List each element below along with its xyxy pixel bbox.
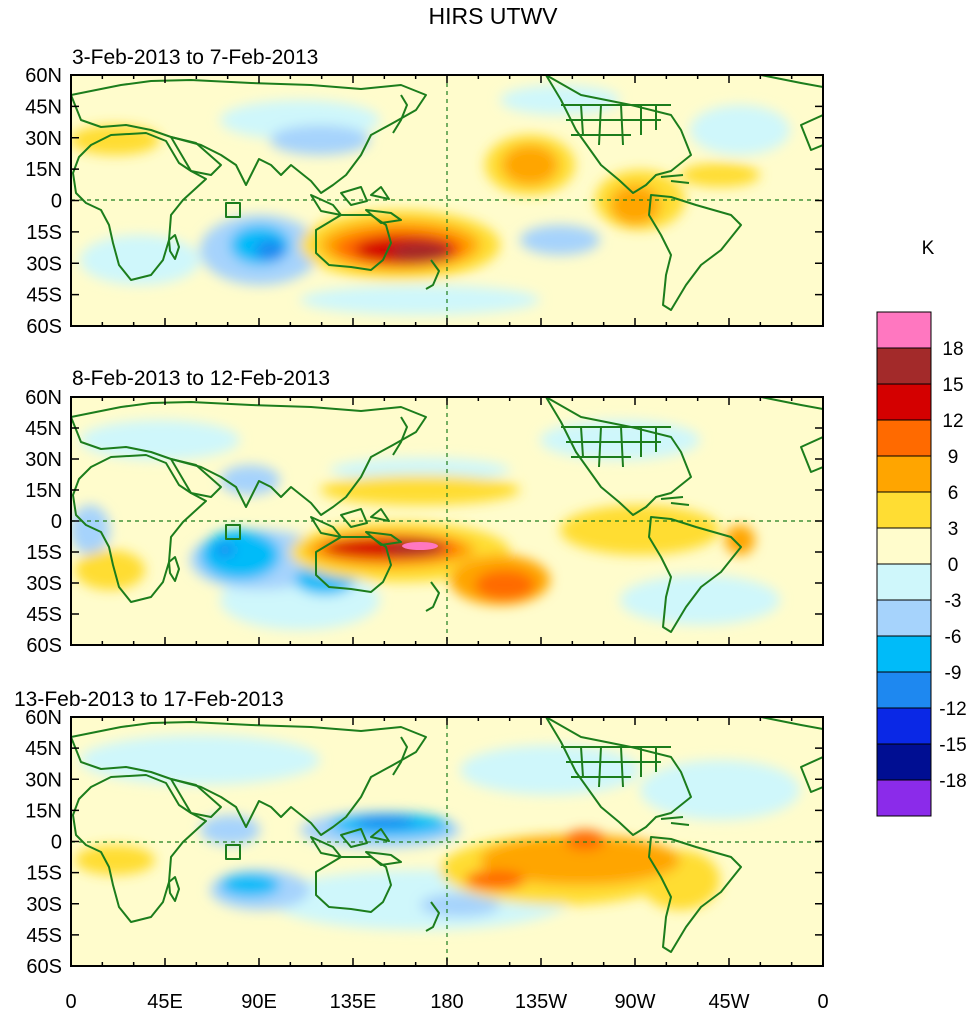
lat-label: 45N bbox=[25, 418, 62, 440]
lon-label: 0 bbox=[817, 991, 828, 1013]
lon-label: 135W bbox=[515, 991, 567, 1013]
colorbar-swatch bbox=[876, 671, 932, 709]
colorbar-swatch bbox=[876, 455, 932, 493]
lat-label: 60S bbox=[26, 635, 62, 657]
colorbar-swatch bbox=[876, 347, 932, 385]
colorbar-label: 9 bbox=[948, 447, 959, 468]
colorbar-swatch bbox=[876, 707, 932, 745]
colorbar-swatch bbox=[876, 599, 932, 637]
panel-3: 13-Feb-2013 to 17-Feb-2013 bbox=[14, 688, 824, 967]
colorbar-swatch bbox=[876, 563, 932, 601]
colorbar-label: 6 bbox=[948, 483, 959, 504]
colorbar-label: 12 bbox=[942, 411, 963, 432]
lon-label: 0 bbox=[65, 991, 76, 1013]
colorbar-swatch bbox=[876, 635, 932, 673]
panel-2-field bbox=[71, 397, 823, 645]
lat-label: 30N bbox=[25, 128, 62, 150]
lat-label: 30N bbox=[25, 449, 62, 471]
lat-label: 30S bbox=[26, 894, 62, 916]
lat-label: 15N bbox=[25, 159, 62, 181]
lat-label: 45N bbox=[25, 96, 62, 118]
lon-label: 45W bbox=[708, 991, 749, 1013]
lon-label: 90W bbox=[614, 991, 655, 1013]
lat-label: 15N bbox=[25, 800, 62, 822]
colorbar-label: -12 bbox=[939, 699, 966, 720]
panel-2-subtitle: 8-Feb-2013 to 12-Feb-2013 bbox=[72, 367, 330, 390]
colorbar-swatches: 18 15 12 9 6 3 0 -3 -6 -9 -12 -15 -18 bbox=[876, 311, 967, 817]
colorbar-label: -3 bbox=[945, 591, 962, 612]
lat-label: 30N bbox=[25, 769, 62, 791]
colorbar-swatch bbox=[876, 383, 932, 421]
colorbar-label: 15 bbox=[942, 375, 963, 396]
lon-label: 90E bbox=[241, 991, 277, 1013]
lat-label: 60N bbox=[25, 387, 62, 409]
lat-label: 0 bbox=[51, 832, 62, 854]
lat-label: 60N bbox=[25, 707, 62, 729]
lat-label: 15N bbox=[25, 480, 62, 502]
colorbar-label: -15 bbox=[939, 735, 966, 756]
colorbar-swatch bbox=[876, 743, 932, 781]
lon-label: 45E bbox=[147, 991, 183, 1013]
lat-label: 30S bbox=[26, 573, 62, 595]
panel-2: 8-Feb-2013 to 12-Feb-2013 bbox=[70, 367, 824, 646]
colorbar-swatch bbox=[876, 419, 932, 457]
colorbar-swatch bbox=[876, 527, 932, 565]
colorbar-units: K bbox=[922, 238, 935, 259]
panel-1-field bbox=[71, 75, 823, 326]
lat-label: 15S bbox=[26, 222, 62, 244]
panel-3-subtitle: 13-Feb-2013 to 17-Feb-2013 bbox=[14, 688, 284, 711]
lat-label: 60S bbox=[26, 316, 62, 338]
colorbar-swatch bbox=[876, 779, 932, 817]
panel-3-field bbox=[71, 717, 823, 966]
colorbar: K 18 15 12 9 6 3 0 -3 -6 -9 -12 -15 -18 bbox=[876, 238, 967, 817]
lat-label: 45S bbox=[26, 285, 62, 307]
panel-1-subtitle: 3-Feb-2013 to 7-Feb-2013 bbox=[72, 46, 318, 69]
colorbar-label: -18 bbox=[939, 771, 966, 792]
lat-label: 45N bbox=[25, 738, 62, 760]
axes: 60N 45N 30N 15N 0 15S 30S 45S 60S 60N 45N 30N 15N 0 15… bbox=[25, 65, 828, 1013]
figure-title: HIRS UTWV bbox=[428, 3, 558, 29]
lat-label: 30S bbox=[26, 253, 62, 275]
lat-label: 60S bbox=[26, 956, 62, 978]
colorbar-label: -9 bbox=[945, 663, 962, 684]
colorbar-swatch bbox=[876, 491, 932, 529]
panel-1: 3-Feb-2013 to 7-Feb-2013 bbox=[70, 46, 824, 327]
colorbar-label: 18 bbox=[942, 339, 963, 360]
lat-label: 45S bbox=[26, 925, 62, 947]
lat-label: 15S bbox=[26, 542, 62, 564]
lat-label: 0 bbox=[51, 191, 62, 213]
lat-label: 0 bbox=[51, 511, 62, 533]
colorbar-swatch bbox=[876, 311, 932, 349]
colorbar-label: 0 bbox=[948, 555, 959, 576]
colorbar-label: 3 bbox=[948, 519, 959, 540]
lat-label: 45S bbox=[26, 604, 62, 626]
colorbar-label: -6 bbox=[945, 627, 962, 648]
lon-label: 135E bbox=[330, 991, 377, 1013]
lat-label: 15S bbox=[26, 863, 62, 885]
lat-label: 60N bbox=[25, 65, 62, 87]
lon-label: 180 bbox=[430, 991, 463, 1013]
